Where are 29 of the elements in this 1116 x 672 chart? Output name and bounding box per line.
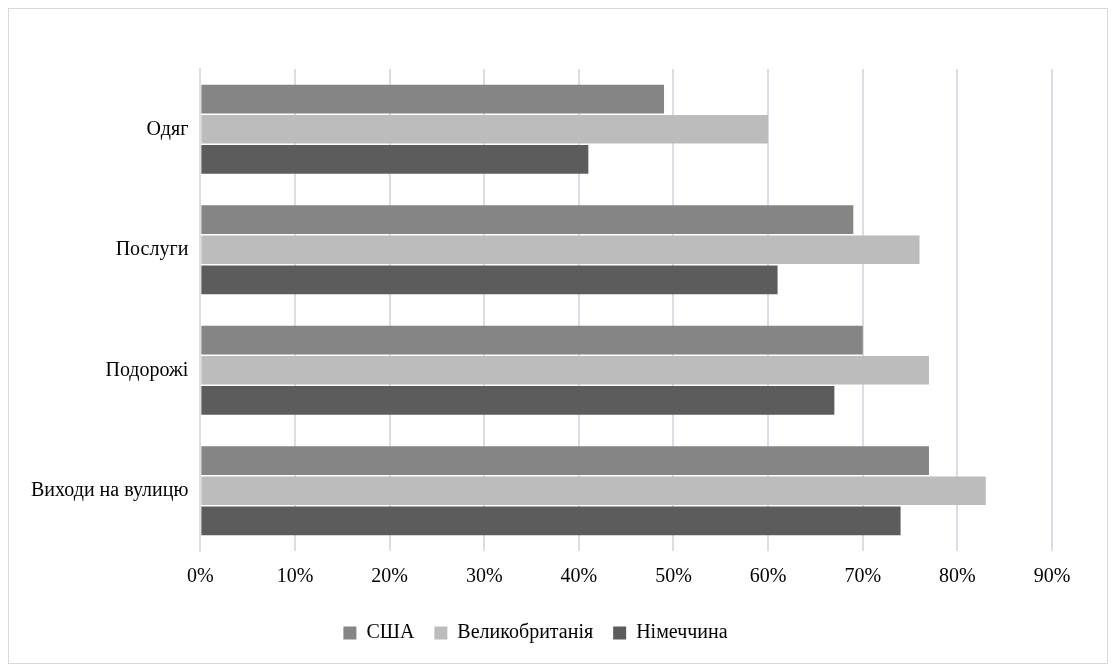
bar — [201, 386, 835, 415]
x-tick-label: 80% — [939, 564, 976, 587]
x-tick-label: 70% — [844, 564, 882, 587]
y-tick-label: Подорожі — [105, 357, 189, 381]
y-tick-label: Виходи на вулицю — [31, 478, 189, 501]
x-tick-label: 90% — [1033, 564, 1071, 587]
x-tick-label: 40% — [560, 564, 598, 587]
bar — [201, 205, 854, 234]
y-tick-label: Одяг — [146, 116, 189, 140]
x-tick-label: 50% — [655, 564, 692, 587]
bar — [201, 325, 863, 355]
x-tick-label: 60% — [749, 564, 787, 587]
legend-label: Великобританія — [457, 620, 594, 644]
bar — [201, 506, 901, 536]
bar — [201, 476, 986, 506]
bar — [201, 265, 778, 295]
x-tick-label: 20% — [371, 564, 408, 587]
bar — [201, 235, 920, 265]
legend-label: США — [366, 620, 415, 643]
y-tick-label: Послуги — [115, 237, 189, 260]
bar — [201, 145, 589, 174]
bar — [201, 114, 769, 144]
legend-label: Німеччина — [636, 620, 728, 643]
x-tick-label: 30% — [465, 564, 503, 587]
x-tick-label: 0% — [187, 564, 214, 587]
bar — [201, 446, 929, 475]
bar — [201, 84, 665, 114]
x-tick-label: 10% — [276, 564, 314, 587]
bar — [201, 355, 929, 385]
